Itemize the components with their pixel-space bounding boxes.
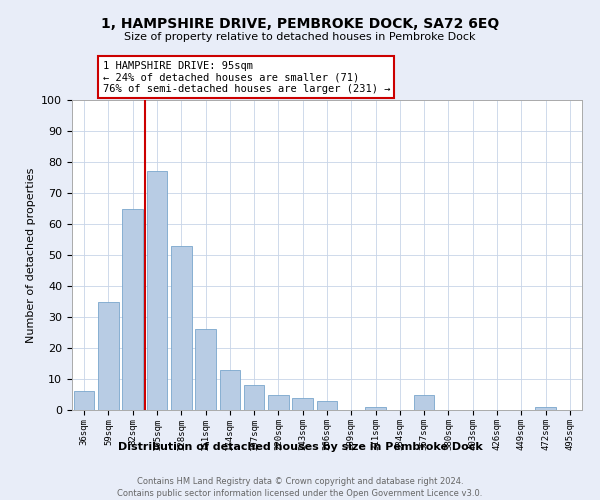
Text: Contains public sector information licensed under the Open Government Licence v3: Contains public sector information licen… — [118, 489, 482, 498]
Text: 1, HAMPSHIRE DRIVE, PEMBROKE DOCK, SA72 6EQ: 1, HAMPSHIRE DRIVE, PEMBROKE DOCK, SA72 … — [101, 18, 499, 32]
Bar — [146, 172, 167, 410]
Bar — [268, 394, 289, 410]
Text: Contains HM Land Registry data © Crown copyright and database right 2024.: Contains HM Land Registry data © Crown c… — [137, 478, 463, 486]
Bar — [122, 208, 143, 410]
Text: Size of property relative to detached houses in Pembroke Dock: Size of property relative to detached ho… — [124, 32, 476, 42]
Bar — [98, 302, 119, 410]
Bar — [414, 394, 434, 410]
Bar — [365, 407, 386, 410]
Bar — [74, 392, 94, 410]
Bar — [171, 246, 191, 410]
Bar — [244, 385, 265, 410]
Text: 1 HAMPSHIRE DRIVE: 95sqm
← 24% of detached houses are smaller (71)
76% of semi-d: 1 HAMPSHIRE DRIVE: 95sqm ← 24% of detach… — [103, 60, 390, 94]
Bar — [292, 398, 313, 410]
Bar — [535, 407, 556, 410]
Bar — [195, 330, 216, 410]
Bar — [220, 370, 240, 410]
Bar — [317, 400, 337, 410]
Text: Distribution of detached houses by size in Pembroke Dock: Distribution of detached houses by size … — [118, 442, 482, 452]
Y-axis label: Number of detached properties: Number of detached properties — [26, 168, 36, 342]
